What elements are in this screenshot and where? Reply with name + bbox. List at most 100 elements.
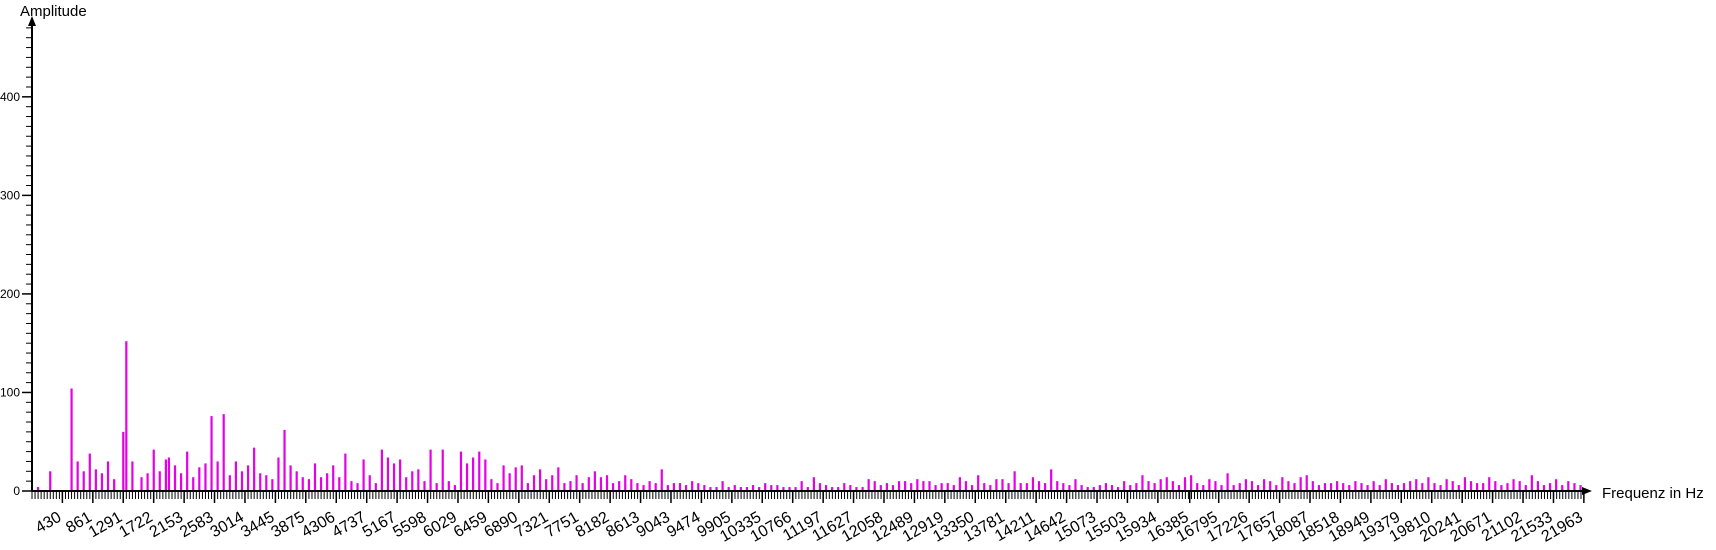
spectrum-bar: [210, 416, 213, 491]
spectrum-bar: [989, 485, 992, 491]
spectrum-bar: [1354, 481, 1357, 491]
x-major-ticks: 4308611291172221532583301434453875430647…: [33, 491, 1586, 546]
spectrum-bar: [1360, 483, 1363, 491]
spectrum-bar: [246, 465, 250, 491]
spectrum-bar: [800, 481, 803, 491]
spectrum-bar: [459, 451, 463, 491]
spectrum-bar: [666, 485, 669, 491]
spectrum-bar: [727, 487, 730, 491]
spectrum-bar: [140, 477, 143, 491]
spectrum-bar: [1104, 483, 1108, 491]
spectrum-bar: [611, 483, 615, 491]
spectrum-bar: [271, 479, 274, 491]
spectrum-bar: [1050, 469, 1053, 491]
spectrum-bar: [1031, 477, 1035, 491]
spectrum-bar: [362, 459, 365, 491]
spectrum-bar: [70, 388, 73, 491]
spectrum-bar: [1123, 481, 1126, 491]
spectrum-bar: [131, 461, 134, 491]
spectrum-bar: [326, 473, 329, 491]
bars: [36, 341, 1582, 491]
spectrum-bar: [916, 479, 919, 491]
spectrum-bar: [678, 483, 682, 491]
spectrum-bar: [106, 461, 110, 491]
spectrum-bar: [1135, 483, 1138, 491]
spectrum-bar: [502, 465, 505, 491]
spectrum-bar: [344, 453, 347, 491]
spectrum-bar: [964, 481, 968, 491]
spectrum-bar: [977, 475, 980, 491]
spectrum-bar: [490, 479, 493, 491]
spectrum-bar: [806, 487, 809, 491]
spectrum-bar: [599, 477, 603, 491]
spectrum-bar: [240, 471, 244, 491]
spectrum-bar: [593, 471, 596, 491]
spectrum-bar: [1171, 481, 1174, 491]
spectrum-bar: [146, 473, 149, 491]
spectrum-bar: [618, 481, 621, 491]
spectrum-bar: [1336, 481, 1339, 491]
spectrum-bar: [435, 483, 438, 491]
spectrum-bar: [429, 449, 432, 491]
spectrum-bar: [1506, 483, 1509, 491]
spectrum-bar: [1457, 485, 1460, 491]
spectrum-bar: [1001, 479, 1004, 491]
spectrum-bar: [855, 487, 858, 491]
spectrum-bar: [904, 481, 907, 491]
spectrum-bar: [995, 479, 998, 491]
spectrum-bar: [277, 457, 280, 491]
spectrum-bar: [1043, 483, 1047, 491]
spectrum-bar: [1524, 485, 1527, 491]
spectrum-bar: [1196, 483, 1199, 491]
spectrum-bar: [1019, 483, 1022, 491]
spectrum-bar: [1037, 481, 1041, 491]
spectrum-bar: [873, 481, 876, 491]
spectrum-bar: [356, 483, 359, 491]
spectrum-bar: [1323, 483, 1327, 491]
spectrum-bar: [538, 469, 542, 491]
spectrum-bar: [709, 487, 712, 491]
spectrum-bar: [447, 481, 450, 491]
spectrum-bar: [374, 483, 377, 491]
spectrum-bar: [1536, 481, 1540, 491]
spectrum-bar: [849, 485, 852, 491]
spectrum-bar: [642, 485, 645, 491]
spectrum-bar: [648, 481, 651, 491]
spectrum-bar: [818, 483, 822, 491]
spectrum-bar: [758, 487, 761, 491]
spectrum-bar: [1165, 477, 1168, 491]
spectrum-bar: [897, 481, 901, 491]
spectrum-bar: [867, 479, 870, 491]
spectrum-bar: [259, 473, 262, 491]
spectrum-bar: [152, 449, 155, 491]
spectrum-bar: [1116, 487, 1120, 491]
spectrum-bar: [1281, 477, 1284, 491]
spectrum-bar: [1007, 483, 1010, 491]
spectrum-bar: [885, 483, 888, 491]
spectrum-bar: [380, 449, 383, 491]
spectrum-bar: [198, 467, 201, 491]
spectrum-bar: [1220, 485, 1223, 491]
spectrum-bar: [940, 483, 943, 491]
spectrum-bar: [173, 465, 177, 491]
spectrum-bar: [1561, 485, 1564, 491]
spectrum-bar: [411, 471, 414, 491]
spectrum-bar: [1129, 485, 1132, 491]
spectrum-bar: [605, 475, 609, 491]
spectrum-bar: [983, 483, 986, 491]
spectrum-bar: [831, 487, 834, 491]
spectrum-bar: [624, 475, 627, 491]
spectrum-bar: [1439, 485, 1442, 491]
spectrum-bar: [1542, 485, 1546, 491]
spectrum-bar: [1244, 479, 1247, 491]
spectrum-bar: [1226, 473, 1229, 491]
spectrum-bar: [1384, 479, 1387, 491]
spectrum-bar: [100, 473, 104, 491]
spectrum-bar: [1147, 481, 1150, 491]
spectrum-bar: [423, 481, 426, 491]
spectrum-bar: [630, 479, 633, 491]
y-tick-label: 400: [0, 90, 20, 104]
y-axis-arrow: [28, 16, 36, 26]
spectrum-bar: [399, 459, 402, 491]
